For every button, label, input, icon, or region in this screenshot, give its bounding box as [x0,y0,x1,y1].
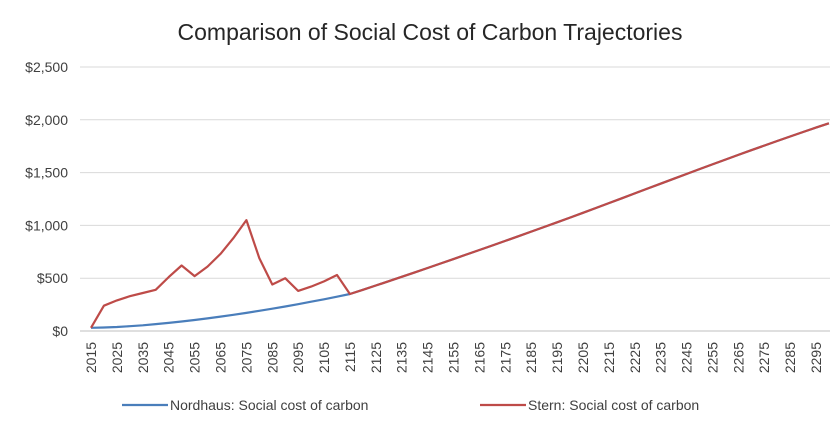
x-tick-label: 2175 [497,342,513,373]
y-tick-label: $2,000 [25,112,68,128]
legend-label: Stern: Social cost of carbon [528,397,699,413]
series-line [90,122,830,329]
x-tick-label: 2125 [368,342,384,373]
x-tick-label: 2145 [420,342,436,373]
y-tick-label: $2,500 [25,59,68,75]
x-tick-label: 2155 [446,342,462,373]
x-tick-label: 2075 [238,342,254,373]
x-tick-label: 2135 [394,342,410,373]
x-tick-label: 2255 [704,342,720,373]
x-tick-label: 2235 [653,342,669,373]
y-tick-label: $1,000 [25,217,68,233]
x-tick-label: 2065 [212,342,228,373]
x-tick-label: 2025 [109,342,125,373]
x-tick-label: 2265 [730,342,746,373]
x-tick-label: 2225 [627,342,643,373]
x-tick-label: 2165 [471,342,487,373]
x-tick-label: 2035 [135,342,151,373]
y-tick-label: $0 [52,323,68,339]
x-tick-label: 2085 [264,342,280,373]
y-tick-label: $500 [37,270,68,286]
y-tick-label: $1,500 [25,165,68,181]
x-tick-label: 2095 [290,342,306,373]
chart-title: Comparison of Social Cost of Carbon Traj… [178,19,683,45]
x-tick-label: 2105 [316,342,332,373]
x-tick-label: 2215 [601,342,617,373]
legend-label: Nordhaus: Social cost of carbon [170,397,368,413]
x-tick-label: 2245 [679,342,695,373]
x-tick-label: 2275 [756,342,772,373]
x-tick-label: 2015 [83,342,99,373]
x-tick-label: 2295 [808,342,824,373]
x-tick-label: 2205 [575,342,591,373]
x-tick-label: 2285 [782,342,798,373]
x-tick-label: 2185 [523,342,539,373]
x-tick-label: 2115 [342,342,358,372]
x-tick-label: 2045 [161,342,177,373]
x-tick-label: 2195 [549,342,565,373]
x-tick-label: 2055 [187,342,203,373]
